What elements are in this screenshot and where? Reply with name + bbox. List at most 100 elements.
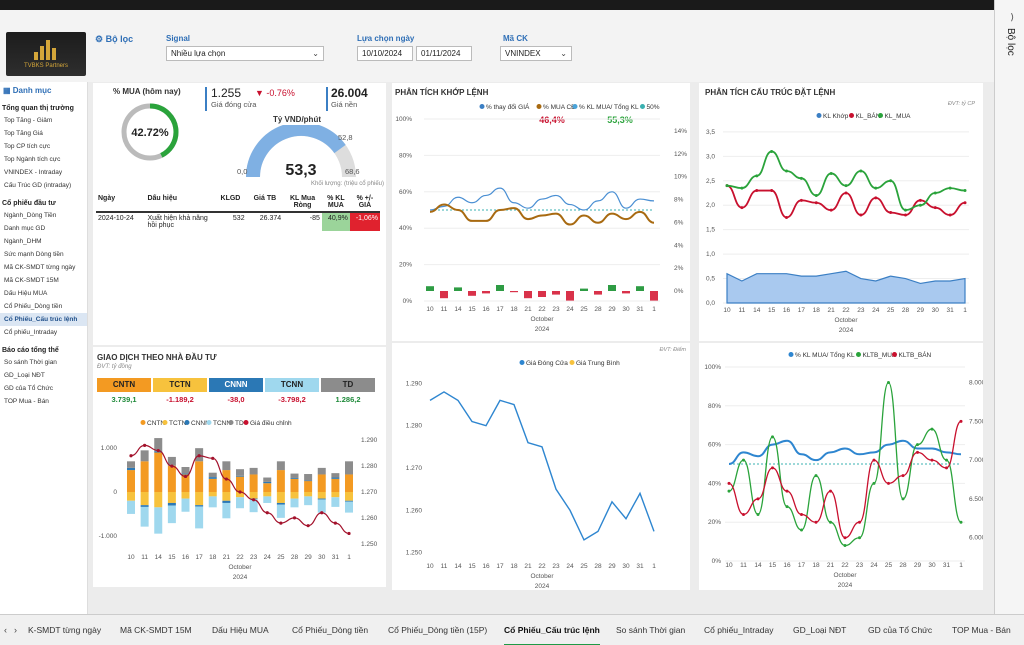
structure-point-kl-ban xyxy=(770,189,774,193)
close-y-tick: 1.260 xyxy=(406,507,423,514)
investor-bar-cnnn xyxy=(317,498,326,500)
signal-label: Signal xyxy=(166,34,191,43)
sidebar-item-top-tang-giam[interactable]: Top Tăng - Giảm xyxy=(4,117,53,124)
sidebar-item-suc-manh-dong-tien[interactable]: Sức mạnh Dòng tiền xyxy=(4,251,64,258)
signal-dropdown[interactable]: Nhiều lựa chọn ⌄ xyxy=(166,46,324,61)
filter-pane-label[interactable]: Bộ lọc xyxy=(1005,28,1016,56)
ratio-x-tick: 1 xyxy=(959,562,963,569)
date-to-input[interactable]: 01/11/2024 xyxy=(416,46,472,61)
investor-price-point xyxy=(238,490,242,494)
match-y-right-tick: 2% xyxy=(674,265,684,272)
filter-side-pane[interactable]: ⟩ Bộ lọc xyxy=(994,0,1024,645)
investor-value-cntn: 3.739,1 xyxy=(111,395,137,404)
ratio-point-kltb-ban xyxy=(800,512,803,516)
ratio-legend-kl-mua-tong-kl: % KL MUA/ Tổng KL xyxy=(795,351,855,359)
tab-co-phieu-dong-tien-15p[interactable]: Cổ Phiếu_Dòng tiền (15P) xyxy=(388,625,488,635)
ratio-point-kltb-ban xyxy=(814,520,818,524)
investor-bar-tctn xyxy=(208,492,217,497)
investor-title: GIAO DỊCH THEO NHÀ ĐẦU TƯ xyxy=(97,353,217,362)
match-bar-price-change xyxy=(622,291,630,294)
structure-point-kl-ban xyxy=(933,206,937,210)
investor-bar-tcnn xyxy=(140,506,149,527)
window-frame-top xyxy=(0,0,1024,10)
investor-bar-tctn xyxy=(249,492,258,499)
tab-prev-icon[interactable]: ‹ xyxy=(4,625,7,635)
investor-bar-td xyxy=(317,467,326,475)
tab-next-icon[interactable]: › xyxy=(14,625,17,635)
investor-bar-cnnn xyxy=(276,502,285,505)
ratio-point-kltb-ban xyxy=(742,512,745,516)
structure-point-kl-ban xyxy=(859,213,863,217)
sidebar-item-vnindex-intraday[interactable]: VNINDEX - Intraday xyxy=(4,169,63,176)
sidebar-item-top-tang-gia[interactable]: Top Tăng Giá xyxy=(4,130,43,137)
investor-bar-tctn xyxy=(222,492,231,501)
filter-bar xyxy=(0,10,994,82)
ratio-point-kltb-mua xyxy=(872,481,876,485)
ratio-point-kltb-mua xyxy=(858,536,861,540)
investor-x-tick: 10 xyxy=(127,554,135,561)
date-from-input[interactable]: 10/10/2024 xyxy=(357,46,413,61)
close-price: 1.255 xyxy=(211,86,242,100)
structure-x-tick: 10 xyxy=(723,307,731,314)
ratio-marker-kl-mua-tong-kl xyxy=(788,352,794,357)
sidebar-item-ma-ck-smdt-15m[interactable]: Mã CK-SMDT 15M xyxy=(4,277,59,284)
sidebar-item-cau-truc-gd-intraday[interactable]: Cấu Trúc GD (intraday) xyxy=(4,182,72,189)
column-header-klgd[interactable]: KLGD xyxy=(214,193,247,213)
investor-bar-td xyxy=(154,438,163,452)
tab-top-mua-ban[interactable]: TOP Mua - Bán xyxy=(952,625,1011,635)
sidebar-item-ma-ck-smdt-tung-ngay[interactable]: Mã CK-SMDT từng ngày xyxy=(4,264,76,271)
investor-bar-tcnn xyxy=(317,499,326,513)
expand-icon[interactable]: ⟩ xyxy=(1010,12,1014,22)
tab-gd-cua-to-chuc[interactable]: GD của Tổ Chức xyxy=(868,625,933,635)
structure-x-tick: 24 xyxy=(872,307,880,314)
sidebar-item-co-phieu-intraday[interactable]: Cổ phiếu_Intraday xyxy=(4,329,58,336)
tab-dau-hieu-mua[interactable]: Dấu Hiệu MUA xyxy=(212,625,269,635)
column-header-dau-hieu[interactable]: Dấu hiệu xyxy=(145,193,215,213)
tab-gd-loai-n-t[interactable]: GD_Loại NĐT xyxy=(793,625,847,635)
structure-x-tick: 1 xyxy=(963,307,967,314)
structure-point-kl-mua xyxy=(874,186,878,190)
stock-dropdown[interactable]: VNINDEX ⌄ xyxy=(500,46,572,61)
sidebar-item-danh-muc-gd[interactable]: Danh mục GD xyxy=(4,225,46,232)
close-x-tick: 29 xyxy=(608,563,616,570)
column-header-kl-mua[interactable]: % KL MUA xyxy=(321,193,350,213)
tab-co-phieu-cau-truc-lenh[interactable]: Cổ Phiếu_Cấu trúc lệnh xyxy=(504,615,600,645)
logo-text: TVBKS Partners xyxy=(23,63,68,69)
column-header-kl-mua-rong[interactable]: KL Mua Ròng xyxy=(283,193,322,213)
investor-y-right-tick: 1.250 xyxy=(361,541,378,548)
sidebar-item-gd-loai-n-t[interactable]: GD_Loại NĐT xyxy=(4,372,45,379)
sidebar-item-top-nganh-tich-cuc[interactable]: Top Ngành tích cực xyxy=(4,156,61,163)
close-x-tick: 17 xyxy=(496,563,504,570)
ratio-point-kltb-mua xyxy=(916,443,919,447)
sidebar-item-dau-hieu-mua[interactable]: Dấu Hiệu MUA xyxy=(4,290,48,297)
investor-price-point xyxy=(211,456,215,460)
sidebar-item-so-sanh-thoi-gian[interactable]: So sánh Thời gian xyxy=(4,359,57,366)
investor-x-tick: 24 xyxy=(264,554,272,561)
sidebar-item-nganh-dong-tien[interactable]: Ngành_Dòng Tiền xyxy=(4,212,57,219)
ratio-x-tick: 16 xyxy=(783,562,791,569)
tab-k-smdt-tung-ngay[interactable]: K-SMDT từng ngày xyxy=(28,625,102,635)
ratio-line-kltb-ban xyxy=(728,420,962,539)
column-header-gia-tb[interactable]: Giá TB xyxy=(246,193,284,213)
structure-x-tick: 25 xyxy=(887,307,895,314)
column-header-ngay[interactable]: Ngày xyxy=(96,193,146,213)
match-bar-price-change xyxy=(580,288,588,291)
investor-bar-td xyxy=(249,467,258,475)
sidebar-item-co-phieu-cau-truc-lenh[interactable]: Cổ Phiếu_Cấu trúc lệnh xyxy=(0,313,87,326)
ratio-y-right-tick: 6.500 xyxy=(969,496,983,503)
column-header-gia[interactable]: % +/- GIÁ xyxy=(349,193,380,213)
structure-x-tick: 17 xyxy=(798,307,806,314)
sidebar-item-co-phieu-dong-tien[interactable]: Cổ Phiếu_Dòng tiền xyxy=(4,303,63,310)
sidebar-item-top-cp-tich-cuc[interactable]: Top CP tích cực xyxy=(4,143,51,150)
table-row[interactable]: 2024-10-24 Xuất hiện khả năng hồi phục 532… xyxy=(96,212,380,231)
tab-co-phieu-dong-tien[interactable]: Cổ Phiếu_Dòng tiền xyxy=(292,625,369,635)
sidebar-item-gd-cua-to-chuc[interactable]: GD của Tổ Chức xyxy=(4,385,54,392)
tab-so-sanh-thoi-gian[interactable]: So sánh Thời gian xyxy=(616,625,686,635)
tab-ma-ck-smdt-15m[interactable]: Mã CK-SMDT 15M xyxy=(120,625,192,635)
tab-co-phieu-intraday[interactable]: Cổ phiếu_Intraday xyxy=(704,625,774,635)
sidebar-item-nganh-dhm[interactable]: Ngành_DHM xyxy=(4,238,42,245)
investor-bar-tcnn xyxy=(249,499,258,513)
sidebar-item-top-mua-ban[interactable]: TOP Mua - Bán xyxy=(4,398,49,405)
buy-pct-donut: 42.72% xyxy=(121,103,179,161)
close-unit: ĐVT: Điểm xyxy=(660,346,687,353)
